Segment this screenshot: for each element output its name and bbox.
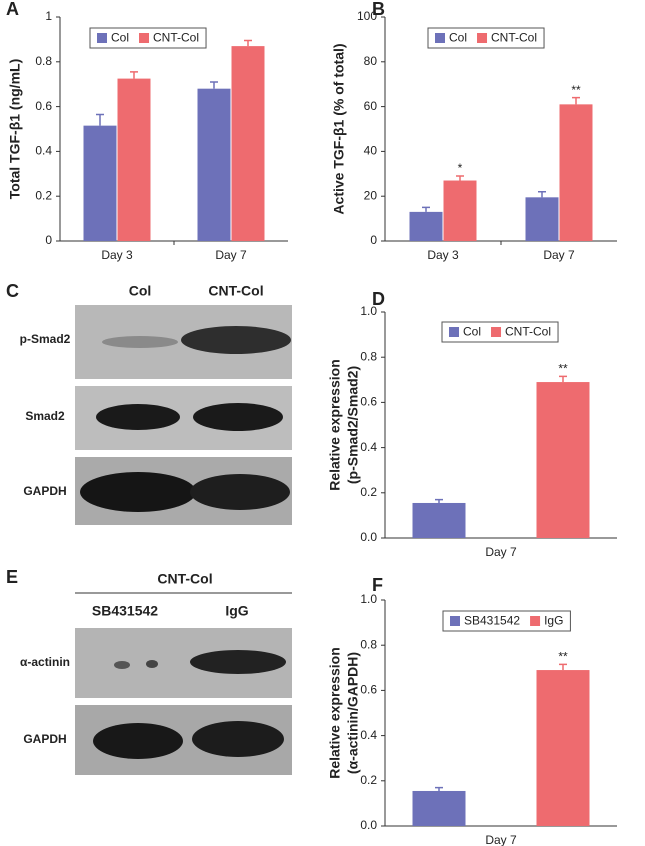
legend-label: Col — [111, 31, 129, 45]
y-tick-label: 0.2 — [35, 188, 52, 202]
row-label: Smad2 — [25, 409, 65, 423]
y-axis-label: (α-actinin/GAPDH) — [345, 652, 361, 774]
y-tick-label: 0 — [370, 233, 377, 247]
legend-label: SB431542 — [464, 614, 520, 628]
bar — [412, 790, 466, 826]
y-tick-label: 0.0 — [360, 530, 377, 544]
bar — [117, 78, 151, 241]
x-tick-label: Day 7 — [543, 248, 575, 262]
legend-swatch — [449, 327, 459, 337]
y-tick-label: 100 — [357, 9, 377, 23]
row-label: GAPDH — [23, 484, 66, 498]
error-bar — [244, 39, 252, 47]
column-label: SB431542 — [92, 603, 158, 619]
panel-letter: C — [6, 281, 19, 301]
x-tick-label: Day 3 — [427, 248, 459, 262]
y-tick-label: 0.8 — [360, 349, 377, 363]
y-tick-label: 1 — [45, 9, 52, 23]
bar — [559, 104, 593, 241]
significance-mark: ** — [558, 650, 568, 664]
y-tick-label: 40 — [364, 144, 378, 158]
error-bar — [435, 498, 443, 503]
y-tick-label: 0.6 — [35, 99, 52, 113]
legend-swatch — [450, 616, 460, 626]
row-label: α-actinin — [20, 655, 70, 669]
column-label: CNT-Col — [208, 283, 263, 299]
error-bar — [210, 81, 218, 89]
group-label: CNT-Col — [157, 571, 212, 587]
blot-strip — [75, 305, 292, 525]
legend-label: CNT-Col — [153, 31, 199, 45]
legend-swatch — [477, 33, 488, 43]
y-tick-label: 0.2 — [360, 485, 377, 499]
legend-label: Col — [449, 31, 467, 45]
significance-mark: * — [458, 161, 463, 175]
bar — [443, 180, 477, 241]
y-tick-label: 0.8 — [35, 54, 52, 68]
error-bar — [456, 175, 464, 181]
bar — [536, 670, 590, 826]
legend-swatch — [97, 33, 107, 43]
bar — [536, 382, 590, 538]
x-tick-label: Day 7 — [215, 248, 247, 262]
y-tick-label: 0.0 — [360, 818, 377, 832]
error-bar — [559, 663, 567, 671]
y-axis-label: (p-Smad2/Smad2) — [345, 366, 361, 484]
row-label: p-Smad2 — [20, 332, 71, 346]
row-label: GAPDH — [23, 732, 66, 746]
error-bar — [572, 96, 580, 105]
bar — [231, 46, 265, 242]
legend-swatch — [139, 33, 150, 43]
bar — [409, 211, 443, 241]
error-bar — [559, 375, 567, 383]
y-tick-label: 0.4 — [360, 728, 377, 742]
panel-letter: D — [372, 289, 385, 309]
x-tick-label: Day 7 — [485, 833, 517, 846]
x-tick-label: Day 7 — [485, 545, 517, 559]
y-tick-label: 0.4 — [360, 440, 377, 454]
y-axis-label: Relative expression — [327, 647, 343, 779]
x-tick-label: Day 3 — [101, 248, 133, 262]
error-bar — [130, 71, 138, 79]
y-tick-label: 0.2 — [360, 773, 377, 787]
legend-label: CNT-Col — [505, 325, 551, 339]
error-bar — [422, 206, 430, 212]
bar — [412, 502, 466, 538]
y-axis-label: Active TGF-β1 (% of total) — [331, 43, 347, 214]
bar — [83, 125, 117, 241]
bar — [525, 197, 559, 241]
panel-letter: A — [6, 0, 19, 19]
y-tick-label: 0.4 — [35, 144, 52, 158]
blot-strip — [75, 628, 292, 775]
y-tick-label: 0 — [45, 233, 52, 247]
y-tick-label: 80 — [364, 54, 378, 68]
y-axis-label: Relative expression — [327, 359, 343, 491]
legend-swatch — [491, 327, 502, 337]
panel-letter: E — [6, 567, 18, 587]
error-bar — [538, 190, 546, 198]
bar — [197, 88, 231, 242]
y-tick-label: 60 — [364, 99, 378, 113]
significance-mark: ** — [571, 83, 581, 97]
y-tick-label: 1.0 — [360, 592, 377, 606]
significance-mark: ** — [558, 362, 568, 376]
legend-swatch — [530, 616, 541, 626]
y-tick-label: 20 — [364, 188, 378, 202]
legend-label: IgG — [544, 614, 563, 628]
panel-letter: F — [372, 575, 383, 595]
legend-swatch — [435, 33, 445, 43]
column-label: Col — [129, 283, 152, 299]
error-bar — [435, 786, 443, 791]
y-tick-label: 0.8 — [360, 637, 377, 651]
y-tick-label: 0.6 — [360, 683, 377, 697]
y-tick-label: 1.0 — [360, 304, 377, 318]
panel-letter: B — [372, 0, 385, 19]
legend-label: Col — [463, 325, 481, 339]
legend-label: CNT-Col — [491, 31, 537, 45]
error-bar — [96, 113, 104, 126]
y-tick-label: 0.6 — [360, 395, 377, 409]
y-axis-label: Total TGF-β1 (ng/mL) — [7, 59, 23, 200]
column-label: IgG — [225, 603, 248, 619]
